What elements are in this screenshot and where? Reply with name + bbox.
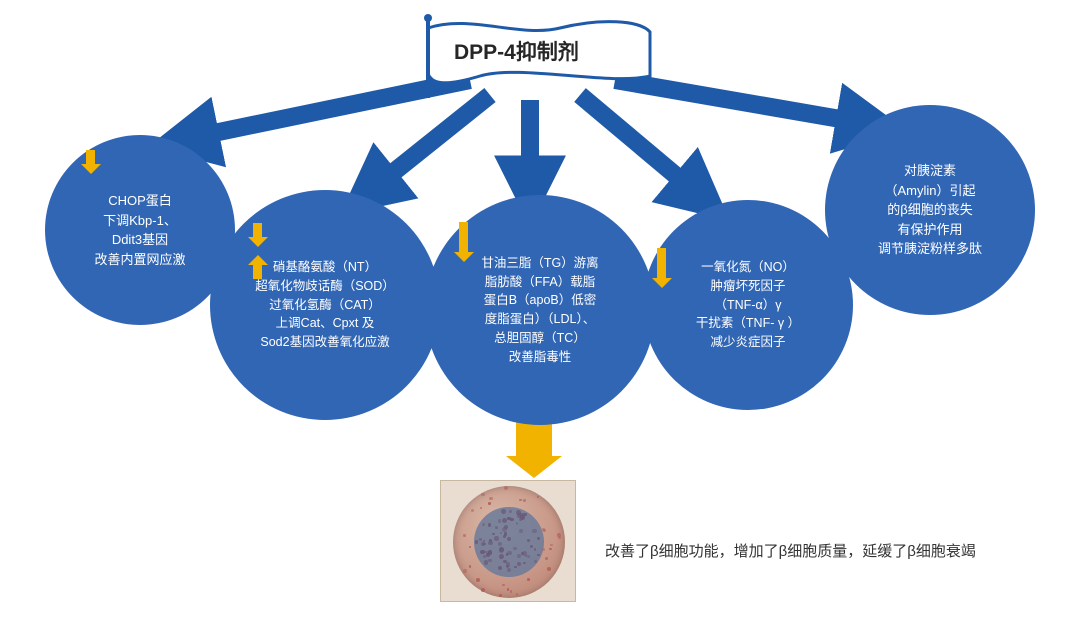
circle-c2: 硝基酪氨酸（NT） 超氧化物歧话酶（SOD） 过氧化氢酶（CAT） 上调Cat、… — [210, 190, 440, 420]
cell-image — [440, 480, 576, 602]
blue-arrows — [180, 80, 875, 200]
flag-title: DPP-4抑制剂 — [454, 36, 579, 66]
caption-text: 改善了β细胞功能，增加了β细胞质量，延缓了β细胞衰竭 — [605, 540, 976, 561]
circle-text-c4: 一氧化氮（NO） 肿瘤坏死因子 （TNF-α）γ 干扰素（TNF- γ ） 减少… — [688, 250, 808, 360]
circle-c4: 一氧化氮（NO） 肿瘤坏死因子 （TNF-α）γ 干扰素（TNF- γ ） 减少… — [643, 200, 853, 410]
circle-text-c5: 对胰淀素 （Amylin）引起 的β细胞的丧失 有保护作用 调节胰淀粉样多肽 — [870, 153, 990, 267]
circle-text-c2: 硝基酪氨酸（NT） 超氧化物歧话酶（SOD） 过氧化氢酶（CAT） 上调Cat、… — [247, 250, 403, 360]
center-orange-arrow — [506, 418, 562, 478]
circle-c5: 对胰淀素 （Amylin）引起 的β细胞的丧失 有保护作用 调节胰淀粉样多肽 — [825, 105, 1035, 315]
circle-text-c3: 甘油三脂（TG）游离 脂肪酸（FFA）载脂 蛋白B（apoB）低密 度脂蛋白）（… — [473, 246, 606, 375]
circle-text-c1: CHOP蛋白 下调Kbp-1、 Ddit3基因 改善内置网应激 — [86, 183, 193, 277]
diagram-root: { "canvas": { "width": 1080, "height": 6… — [0, 0, 1080, 622]
circle-c1: CHOP蛋白 下调Kbp-1、 Ddit3基因 改善内置网应激 — [45, 135, 235, 325]
